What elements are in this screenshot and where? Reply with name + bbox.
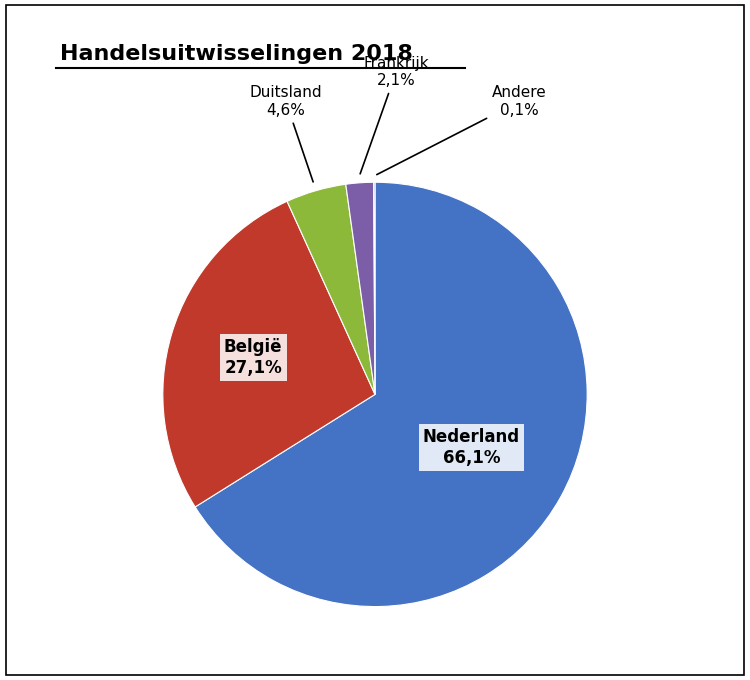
Wedge shape xyxy=(287,184,375,394)
Text: Handelsuitwisselingen 2018: Handelsuitwisselingen 2018 xyxy=(60,44,412,64)
Text: Nederland
66,1%: Nederland 66,1% xyxy=(423,428,520,467)
Text: België
27,1%: België 27,1% xyxy=(224,339,282,377)
Text: Duitsland
4,6%: Duitsland 4,6% xyxy=(250,86,322,182)
Wedge shape xyxy=(374,182,375,394)
Wedge shape xyxy=(163,201,375,507)
Wedge shape xyxy=(346,182,375,394)
Text: Andere
0,1%: Andere 0,1% xyxy=(376,86,547,175)
Wedge shape xyxy=(195,182,587,607)
Text: Frankrijk
2,1%: Frankrijk 2,1% xyxy=(360,56,429,174)
